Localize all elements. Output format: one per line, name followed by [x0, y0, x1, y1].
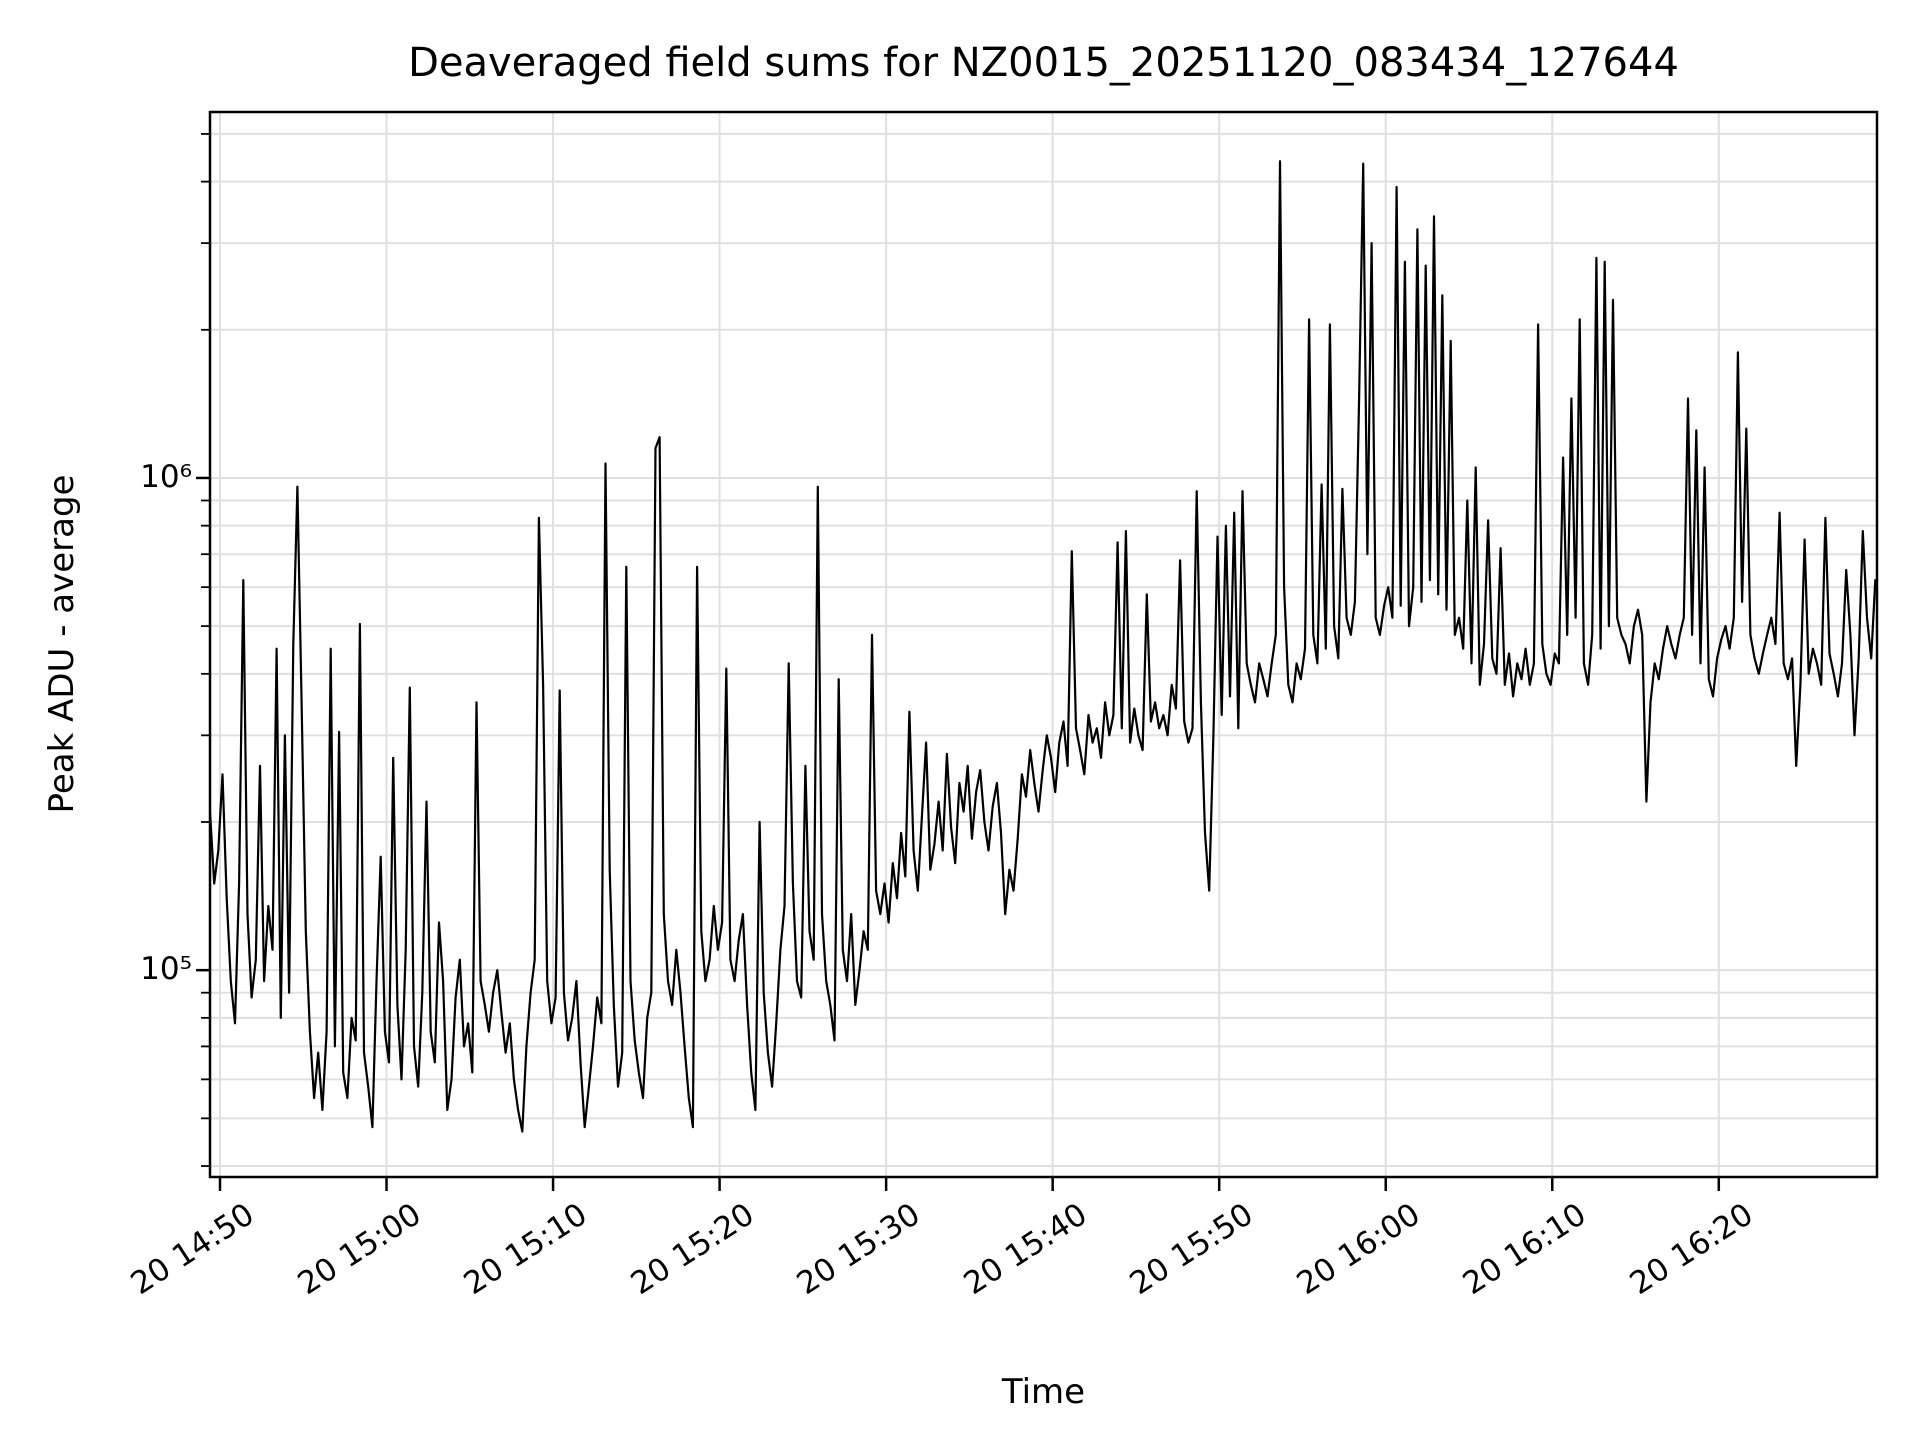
gridlines: [210, 112, 1877, 1177]
x-axis-label: Time: [1001, 1372, 1086, 1412]
y-tick-label-1e5: 10⁵: [140, 951, 192, 987]
axes-spines: [208, 110, 1879, 1179]
y-tick-label-1e6: 10⁶: [140, 459, 192, 495]
axis-ticks: [196, 133, 1721, 1191]
y-axis-label: Peak ADU - average: [42, 474, 82, 814]
chart-title: Deaveraged field sums for NZ0015_2025112…: [408, 40, 1679, 86]
series-line: [208, 160, 1877, 1133]
